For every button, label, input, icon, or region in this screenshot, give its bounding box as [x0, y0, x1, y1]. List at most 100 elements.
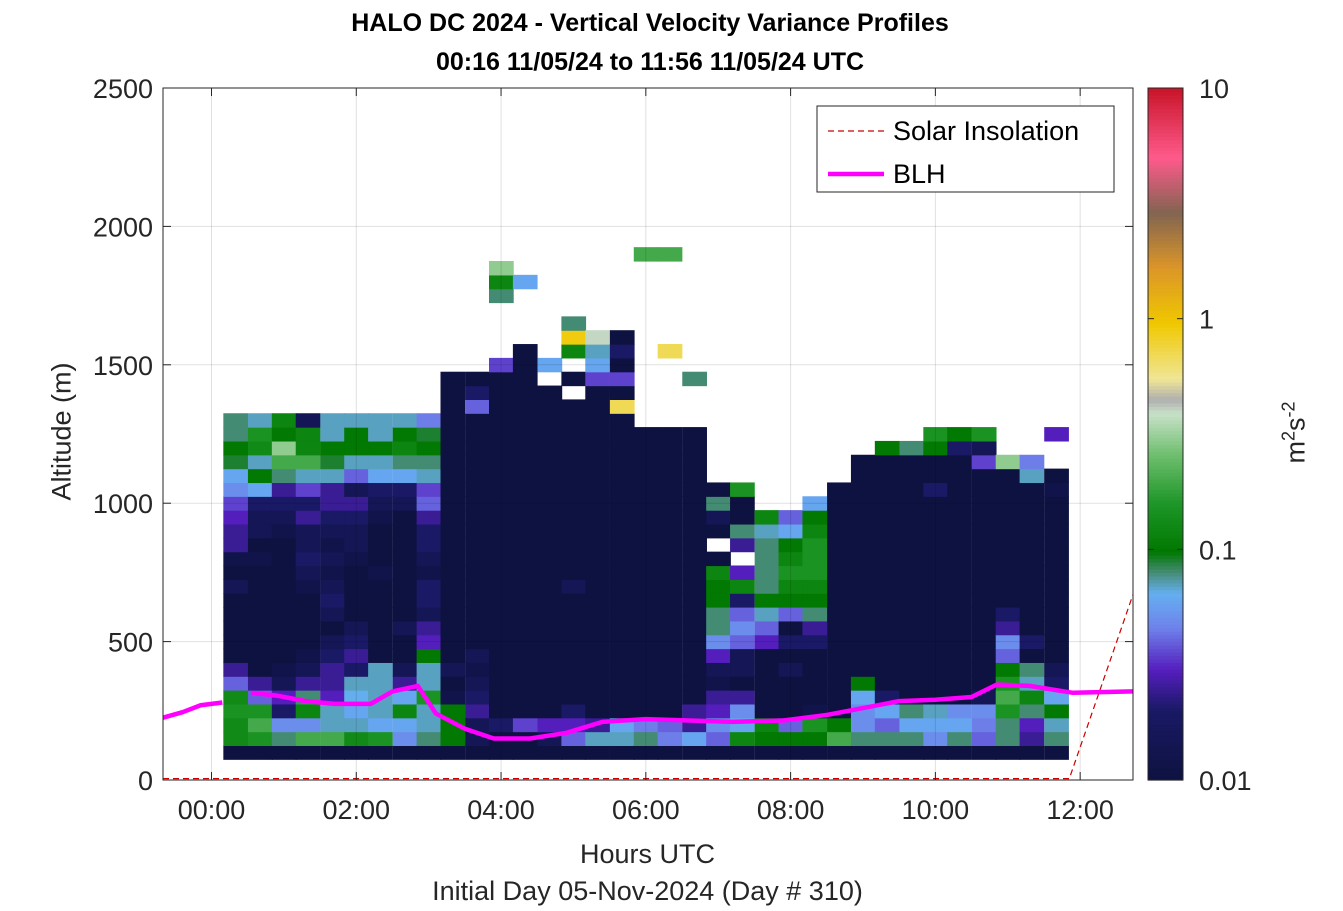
colorbar-step — [1148, 271, 1183, 276]
heatmap-cell — [271, 634, 297, 650]
colorbar-step — [1148, 402, 1183, 407]
heatmap-cell — [682, 537, 707, 553]
heatmap-cell — [874, 634, 900, 650]
heatmap-cell — [465, 648, 490, 663]
heatmap-cell — [682, 745, 707, 760]
heatmap-cell — [537, 357, 563, 373]
heatmap-cell — [1019, 537, 1045, 553]
heatmap-cell — [271, 454, 297, 470]
colorbar-step — [1148, 150, 1183, 155]
colorbar-step — [1148, 119, 1183, 124]
heatmap-cell — [754, 690, 780, 705]
heatmap-cell — [320, 537, 346, 553]
heatmap-cell — [778, 731, 804, 746]
colorbar-step — [1148, 299, 1183, 304]
heatmap-cell — [947, 482, 972, 497]
colorbar-step — [1148, 582, 1183, 587]
heatmap-cell — [802, 731, 828, 746]
heatmap-cell — [730, 676, 755, 691]
colorbar-step — [1148, 229, 1183, 234]
heatmap-cell — [633, 648, 659, 663]
heatmap-cell — [947, 648, 972, 663]
heatmap-cell — [561, 648, 587, 663]
heatmap-cell — [271, 579, 297, 594]
heatmap-cell — [1019, 482, 1045, 497]
heatmap-cell — [682, 634, 707, 650]
heatmap-cell — [706, 620, 731, 636]
heatmap-cell — [368, 634, 393, 650]
colorbar-step — [1148, 489, 1183, 494]
heatmap-cell — [682, 482, 707, 497]
heatmap-cell — [561, 634, 587, 650]
heatmap-cell — [561, 371, 587, 387]
heatmap-cell — [850, 523, 876, 539]
colorbar-step — [1148, 333, 1183, 338]
heatmap-cell — [923, 648, 949, 663]
heatmap-cell — [827, 551, 852, 567]
heatmap-cell — [609, 648, 635, 663]
colorbar-step — [1148, 562, 1183, 567]
heatmap-cell — [344, 537, 369, 553]
heatmap-cell — [512, 482, 538, 497]
heatmap-cell — [344, 593, 369, 608]
heatmap-cell — [971, 427, 997, 442]
heatmap-cell — [923, 662, 949, 677]
heatmap-cell — [609, 523, 635, 539]
colorbar-step — [1148, 243, 1183, 248]
colorbar-step — [1148, 710, 1183, 715]
colorbar-step — [1148, 427, 1183, 432]
colorbar-step — [1148, 752, 1183, 757]
heatmap-cell — [271, 551, 297, 567]
colorbar-step — [1148, 195, 1183, 200]
heatmap-cell — [730, 510, 755, 525]
heatmap-cell — [440, 510, 466, 525]
heatmap-cell — [537, 551, 563, 567]
heatmap-cell — [778, 565, 804, 580]
heatmap-cell — [706, 579, 731, 594]
heatmap-cell — [416, 510, 442, 525]
heatmap-cell — [657, 537, 683, 553]
heatmap-cell — [730, 593, 755, 608]
heatmap-cell — [899, 579, 925, 594]
colorbar-step — [1148, 714, 1183, 719]
heatmap-cell — [512, 676, 538, 691]
heatmap-cell — [899, 551, 925, 567]
heatmap-cell — [295, 731, 321, 746]
colorbar-step — [1148, 188, 1183, 193]
colorbar-step — [1148, 465, 1183, 470]
heatmap-cell — [488, 399, 514, 414]
heatmap-cell — [368, 717, 393, 733]
heatmap-cell — [537, 399, 563, 414]
colorbar-step — [1148, 139, 1183, 144]
heatmap-cell — [923, 482, 949, 497]
heatmap-cell — [609, 690, 635, 705]
colorbar-step — [1148, 122, 1183, 127]
heatmap-cell — [971, 440, 997, 456]
heatmap-cell — [609, 468, 635, 484]
heatmap-cell — [320, 565, 346, 580]
heatmap-cell — [465, 537, 490, 553]
heatmap-cell — [585, 413, 610, 428]
heatmap-cell — [682, 440, 707, 456]
colorbar-step — [1148, 146, 1183, 151]
heatmap-cell — [947, 662, 972, 677]
colorbar: 0.01 0.1 1 10 — [1147, 74, 1252, 796]
heatmap-cell — [947, 565, 972, 580]
heatmap-cell — [416, 537, 442, 553]
heatmap-cell — [537, 648, 563, 663]
heatmap-cells — [223, 247, 1069, 760]
heatmap-cell — [537, 523, 563, 539]
heatmap-cell — [344, 634, 369, 650]
heatmap-cell — [537, 634, 563, 650]
heatmap-cell — [971, 745, 997, 760]
heatmap-cell — [778, 593, 804, 608]
colorbar-step — [1148, 129, 1183, 134]
heatmap-cell — [850, 537, 876, 553]
heatmap-cell — [778, 579, 804, 594]
heatmap-cell — [874, 440, 900, 456]
heatmap-cell — [465, 745, 490, 760]
heatmap-cell — [778, 537, 804, 553]
heatmap-cell — [416, 593, 442, 608]
heatmap-cell — [247, 440, 273, 456]
heatmap-cell — [440, 496, 466, 511]
